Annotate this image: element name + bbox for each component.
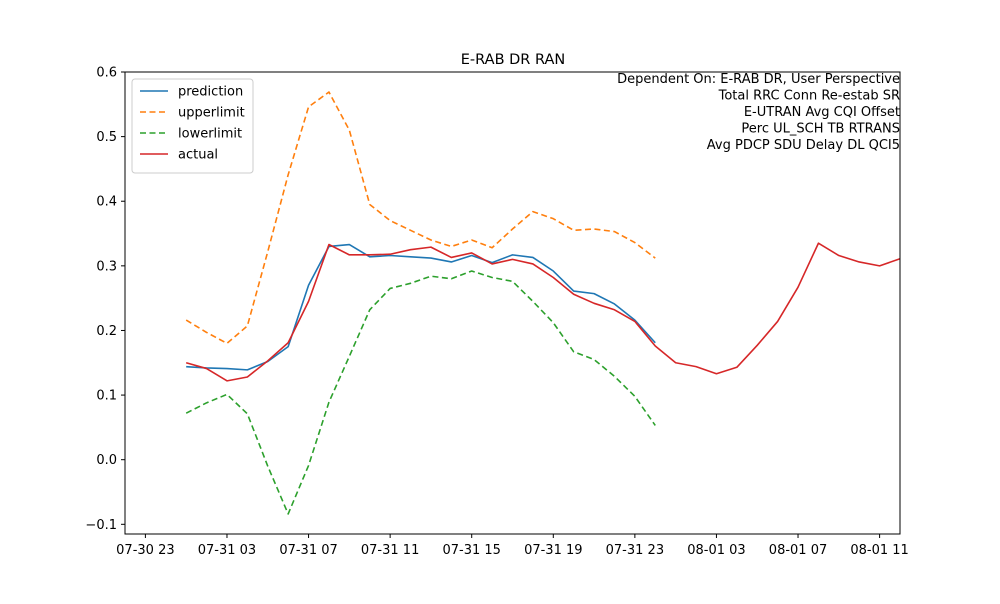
annotation-line: E-UTRAN Avg CQI Offset xyxy=(744,105,900,120)
series-line-lowerlimit xyxy=(185,270,656,515)
x-tick-label: 07-31 23 xyxy=(606,543,664,558)
x-tick-label: 07-31 11 xyxy=(361,543,419,558)
legend-box xyxy=(131,78,254,174)
y-tick-label: −0.1 xyxy=(85,518,117,533)
x-tick-label: 07-31 03 xyxy=(198,543,256,558)
x-tick-label: 07-30 23 xyxy=(116,543,174,558)
y-tick-label: 0.2 xyxy=(96,324,117,339)
annotation-line: Avg PDCP SDU Delay DL QCI5 xyxy=(707,138,900,153)
x-tick-label: 07-31 15 xyxy=(442,543,500,558)
plot-frame xyxy=(124,71,901,535)
axis-layer: −0.1 0.0 0.1 0.2 0.3 0.4 0.5 0.6 07-30 23 07-31 0… xyxy=(85,66,908,559)
chart-title: E-RAB DR RAN xyxy=(461,52,565,68)
y-tick-label: 0.4 xyxy=(96,195,117,210)
annotation-line: Perc UL_SCH TB RTRANS xyxy=(741,122,900,137)
x-tick-label: 07-31 07 xyxy=(279,543,337,558)
y-tick-label: 0.6 xyxy=(96,66,117,81)
legend: prediction upperlimit lowerlimit actual xyxy=(131,78,254,174)
annotation-box: Dependent On: E-RAB DR, User Perspective… xyxy=(617,72,900,153)
series-line-upperlimit xyxy=(185,91,656,345)
x-tick-label: 08-01 07 xyxy=(769,543,827,558)
annotation-line: Total RRC Conn Re-estab SR xyxy=(718,89,900,104)
annotation-line: Dependent On: E-RAB DR, User Perspective xyxy=(617,72,900,87)
x-tick-label: 08-01 11 xyxy=(850,543,908,558)
y-tick-label: 0.3 xyxy=(96,259,117,274)
x-tick-label: 08-01 03 xyxy=(687,543,745,558)
y-tick-label: 0.0 xyxy=(96,453,117,468)
x-tick-label: 07-31 19 xyxy=(524,543,582,558)
legend-label-lowerlimit: lowerlimit xyxy=(178,127,242,142)
y-tick-label: 0.5 xyxy=(96,130,117,145)
legend-label-actual: actual xyxy=(178,148,218,163)
legend-label-prediction: prediction xyxy=(178,85,243,100)
series-line-prediction xyxy=(186,243,656,371)
series-layer xyxy=(185,91,901,515)
y-tick-label: 0.1 xyxy=(96,389,117,404)
legend-label-upperlimit: upperlimit xyxy=(178,106,245,121)
series-line-actual xyxy=(185,242,901,382)
